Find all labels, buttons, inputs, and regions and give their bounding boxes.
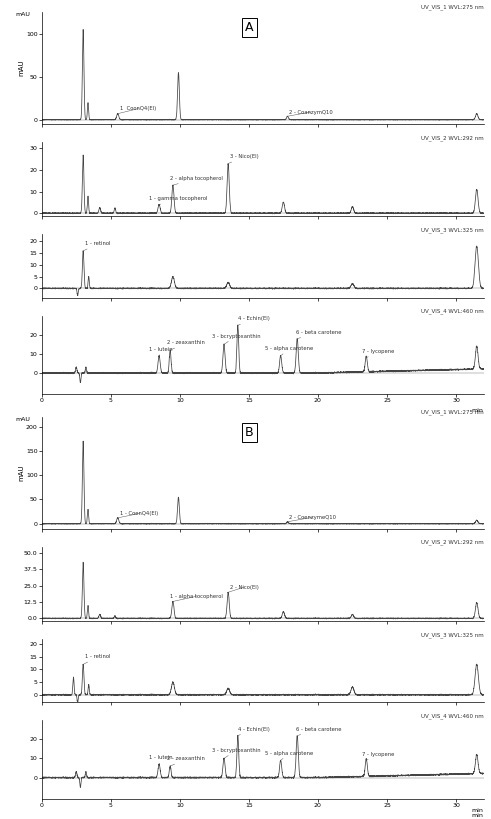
Text: 1 - lutein: 1 - lutein bbox=[149, 755, 173, 764]
Text: 1  CoonQ4(EI): 1 CoonQ4(EI) bbox=[118, 106, 157, 114]
Text: 2 - CoenzymeQ10: 2 - CoenzymeQ10 bbox=[288, 515, 336, 522]
Text: UV_VIS_2 WVL:292 nm: UV_VIS_2 WVL:292 nm bbox=[421, 540, 484, 545]
Text: 1 - alpha tocopherol: 1 - alpha tocopherol bbox=[170, 594, 223, 601]
Text: 7 - lycopene: 7 - lycopene bbox=[362, 349, 394, 358]
Text: min: min bbox=[472, 408, 484, 413]
Text: 4 - Echin(EI): 4 - Echin(EI) bbox=[238, 726, 270, 735]
Text: 3 - Nico(EI): 3 - Nico(EI) bbox=[228, 154, 258, 164]
Text: 2 - zeaxanthin: 2 - zeaxanthin bbox=[167, 756, 205, 766]
Text: 1 - gamma tocopherol: 1 - gamma tocopherol bbox=[149, 197, 208, 205]
Text: UV_VIS_3 WVL:325 nm: UV_VIS_3 WVL:325 nm bbox=[421, 632, 484, 638]
Text: mAU: mAU bbox=[15, 417, 30, 422]
Text: 3 - bcryptoxanthin: 3 - bcryptoxanthin bbox=[212, 748, 260, 758]
Text: UV_VIS_1 WVL:275 nm: UV_VIS_1 WVL:275 nm bbox=[421, 4, 484, 10]
Text: UV_VIS_3 WVL:325 nm: UV_VIS_3 WVL:325 nm bbox=[421, 228, 484, 233]
Text: UV_VIS_2 WVL:292 nm: UV_VIS_2 WVL:292 nm bbox=[421, 135, 484, 141]
Y-axis label: mAU: mAU bbox=[19, 464, 25, 481]
Text: 5 - alpha carotene: 5 - alpha carotene bbox=[266, 751, 314, 760]
Text: 2 - CoanzymQ10: 2 - CoanzymQ10 bbox=[288, 110, 333, 116]
Text: A: A bbox=[245, 21, 254, 34]
Text: 5 - alpha carotene: 5 - alpha carotene bbox=[266, 346, 314, 355]
Text: 1 - CoenQ4(EI): 1 - CoenQ4(EI) bbox=[118, 511, 159, 518]
Text: UV_VIS_4 WVL:460 nm: UV_VIS_4 WVL:460 nm bbox=[421, 713, 484, 719]
Text: 3 - bcryptoxanthin: 3 - bcryptoxanthin bbox=[212, 333, 260, 344]
Text: B: B bbox=[245, 426, 254, 439]
Text: 6 - beta carotene: 6 - beta carotene bbox=[296, 726, 341, 735]
Text: 1 - retinol: 1 - retinol bbox=[83, 654, 111, 664]
Text: 1 - retinol: 1 - retinol bbox=[83, 241, 111, 251]
Text: 2 - zeaxanthin: 2 - zeaxanthin bbox=[167, 341, 205, 350]
Text: UV_VIS_1 WVL:275 nm: UV_VIS_1 WVL:275 nm bbox=[421, 409, 484, 414]
Text: min: min bbox=[472, 808, 484, 813]
Text: 2 - Nico(EI): 2 - Nico(EI) bbox=[228, 585, 258, 592]
Text: 1 - lutein: 1 - lutein bbox=[149, 347, 173, 355]
Text: UV_VIS_4 WVL:460 nm: UV_VIS_4 WVL:460 nm bbox=[421, 309, 484, 314]
Text: 4 - Echin(EI): 4 - Echin(EI) bbox=[238, 316, 270, 325]
Text: min: min bbox=[472, 812, 484, 817]
Text: 6 - beta carotene: 6 - beta carotene bbox=[296, 330, 341, 338]
Text: 2 - alpha tocopherol: 2 - alpha tocopherol bbox=[170, 176, 223, 185]
Text: 7 - lycopene: 7 - lycopene bbox=[362, 752, 394, 760]
Y-axis label: mAU: mAU bbox=[19, 60, 25, 76]
Text: mAU: mAU bbox=[15, 12, 30, 17]
